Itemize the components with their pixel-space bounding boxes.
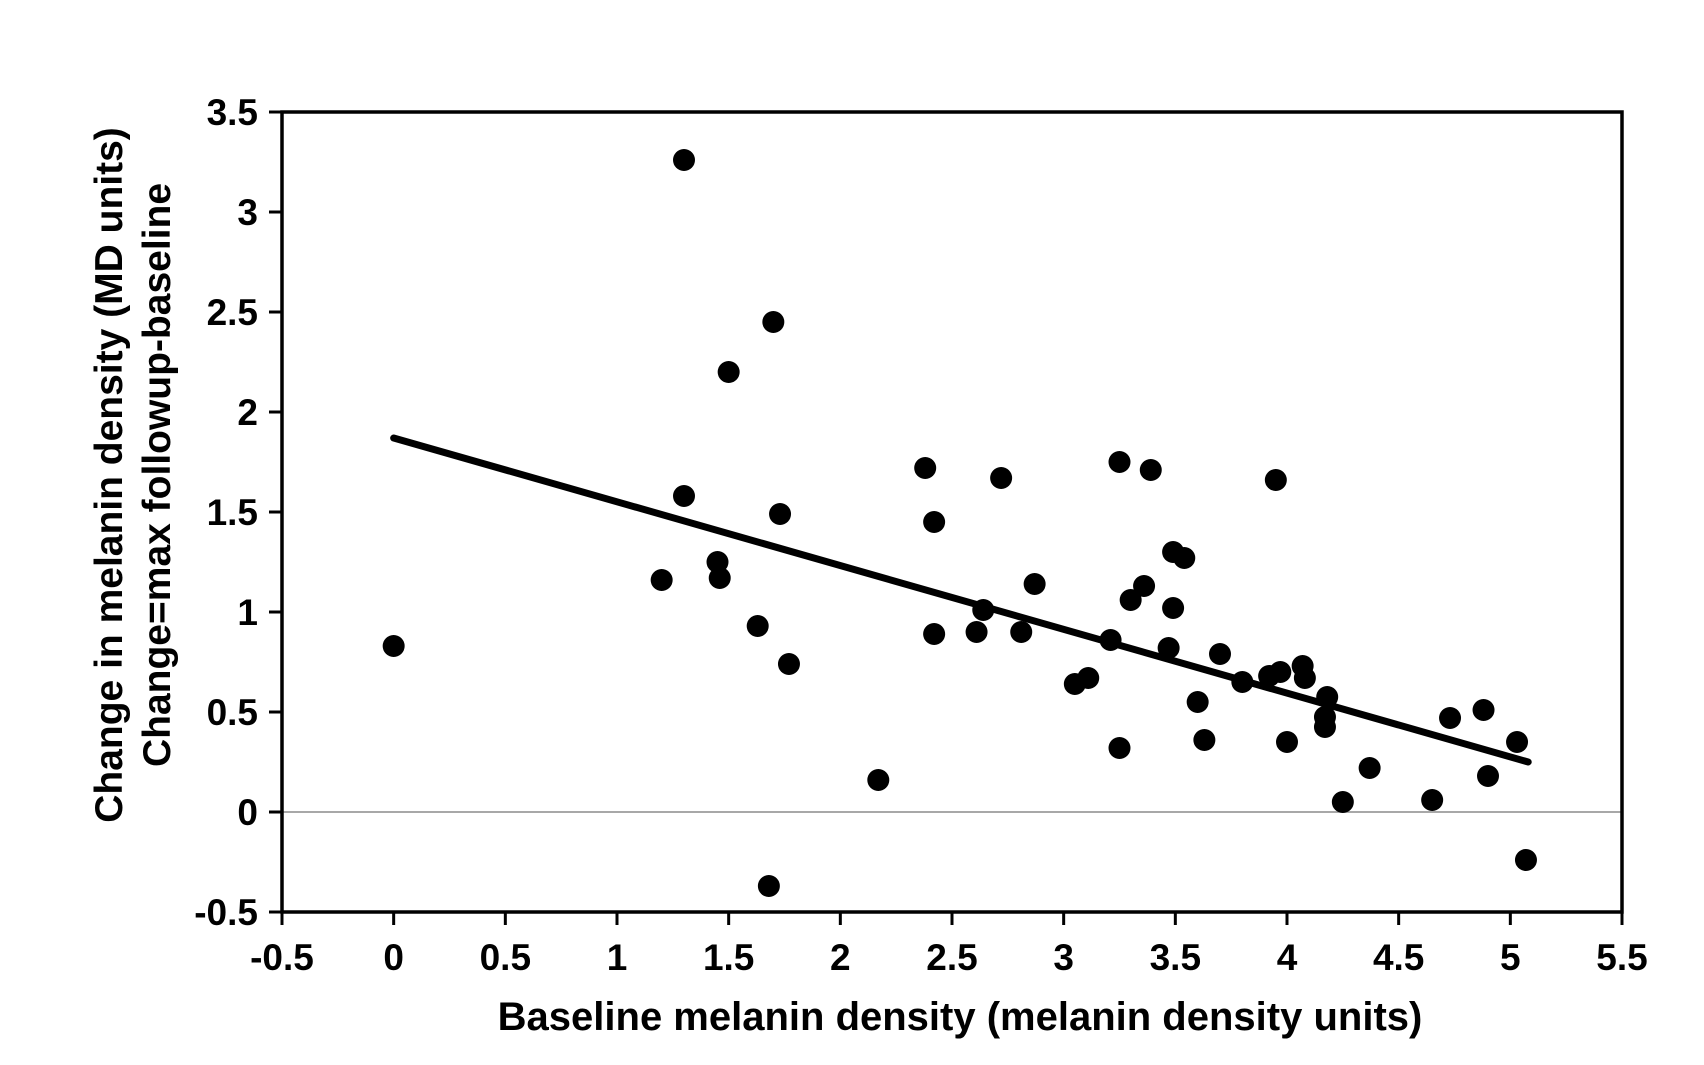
data-point: [1506, 731, 1529, 753]
x-tick-label: 1: [607, 937, 628, 978]
x-tick-label: 1.5: [703, 937, 754, 978]
plot-frame: [280, 110, 1624, 914]
data-point: [1472, 699, 1495, 721]
data-point: [769, 503, 792, 525]
trend-line: [390, 434, 1532, 766]
x-tick-label: 4: [1277, 937, 1298, 978]
data-point: [1477, 765, 1499, 787]
data-point: [382, 635, 405, 657]
data-point: [1331, 791, 1354, 813]
data-point: [1108, 737, 1131, 759]
data-point: [923, 623, 946, 645]
data-point: [746, 615, 769, 637]
data-point: [1133, 575, 1156, 597]
data-point: [1264, 469, 1287, 491]
x-tick-label: 2: [830, 937, 851, 978]
data-point: [1139, 459, 1162, 481]
data-point: [1269, 661, 1292, 683]
data-point: [965, 621, 988, 643]
x-tick-label: 0: [383, 937, 404, 978]
data-point: [717, 361, 740, 383]
x-tick-label: 4.5: [1373, 937, 1424, 978]
x-axis-title: Baseline melanin density (melanin densit…: [498, 995, 1423, 1039]
data-point: [673, 485, 695, 507]
y-tick-label: 1: [237, 592, 258, 633]
x-tick-label: -0.5: [250, 937, 314, 978]
data-point: [1173, 547, 1196, 569]
y-tick-label: 0.5: [207, 692, 258, 733]
data-point: [1313, 716, 1336, 738]
data-point: [990, 467, 1013, 489]
data-point: [1108, 451, 1131, 473]
x-tick-label: 5: [1500, 937, 1521, 978]
y-tick-label: 0: [237, 792, 258, 833]
data-point: [972, 599, 995, 621]
data-point: [673, 149, 695, 171]
y-tick-label: 3: [237, 192, 258, 233]
data-point: [1023, 573, 1046, 595]
data-point: [1439, 707, 1462, 729]
x-tick-label: 2.5: [926, 937, 977, 978]
data-point: [1293, 667, 1316, 689]
data-point: [1209, 643, 1231, 665]
y-tick-label: 2: [237, 392, 258, 433]
data-point: [1077, 667, 1100, 689]
data-point: [1193, 729, 1216, 751]
data-point: [1162, 597, 1185, 619]
data-point: [1421, 789, 1444, 811]
y-tick-label: -0.5: [194, 892, 258, 933]
chart-marks: -0.5 0 0.5 1 1.5 2 2.5 3 3.5 4 4.5 5 5.5 -0.5 0 0.5 1 1.5…: [194, 92, 1647, 978]
x-tick-label: 0.5: [480, 937, 531, 978]
data-point: [1010, 621, 1033, 643]
data-point: [762, 311, 785, 333]
data-point: [1119, 589, 1142, 611]
x-tick-label: 3.5: [1150, 937, 1201, 978]
data-point: [867, 769, 890, 791]
x-tick-label: 3: [1053, 937, 1074, 978]
data-point: [914, 457, 937, 479]
data-point: [1186, 691, 1209, 713]
data-point: [1316, 686, 1339, 708]
y-tick-label: 1.5: [207, 492, 258, 533]
data-point: [757, 875, 780, 897]
data-point: [1157, 637, 1180, 659]
data-point: [1276, 731, 1298, 753]
data-point: [708, 567, 731, 589]
y-tick-label: 2.5: [207, 292, 258, 333]
y-axis-title-line1: Change in melanin density (MD units): [88, 127, 131, 823]
y-tick-label: 3.5: [207, 92, 258, 133]
data-point: [1514, 849, 1537, 871]
data-point: [777, 653, 800, 675]
data-point: [1358, 757, 1381, 779]
data-point: [1231, 671, 1254, 693]
data-point: [1099, 629, 1122, 651]
data-point: [650, 569, 673, 591]
x-tick-label: 5.5: [1596, 937, 1647, 978]
data-point: [923, 511, 946, 533]
y-axis-title-line2: Change=max followup-baseline: [136, 183, 179, 767]
